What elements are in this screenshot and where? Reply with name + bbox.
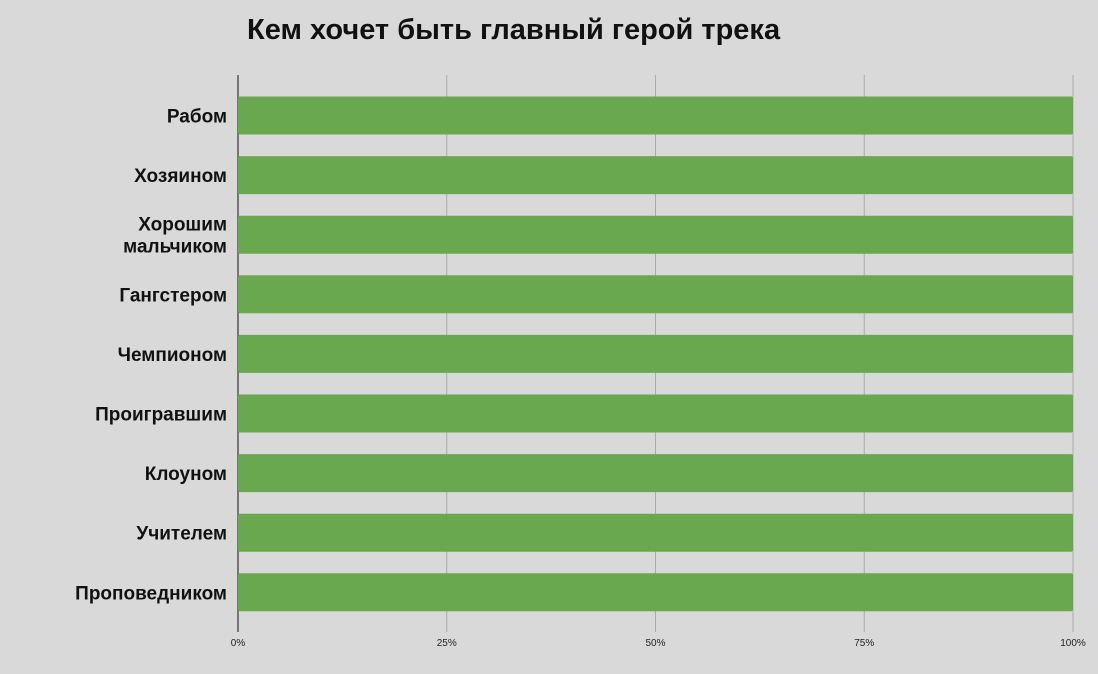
- category-label: Проигравшим: [95, 405, 227, 426]
- bar: [238, 275, 1073, 314]
- bar: [238, 394, 1073, 433]
- category-label: Проповедником: [75, 583, 227, 604]
- x-tick-label: 75%: [854, 638, 874, 649]
- bar: [238, 454, 1073, 493]
- category-label: Учителем: [136, 524, 227, 545]
- bar: [238, 573, 1073, 612]
- category-label: Хозяином: [134, 166, 227, 187]
- category-label: Хорошим мальчиком: [123, 215, 227, 258]
- bar: [238, 156, 1073, 195]
- bar: [238, 96, 1073, 135]
- category-label: Клоуном: [145, 464, 227, 485]
- x-tick-label: 50%: [645, 638, 665, 649]
- category-label: Чемпионом: [118, 345, 227, 366]
- category-label: Гангстером: [119, 285, 227, 306]
- x-tick-label: 0%: [231, 638, 246, 649]
- x-tick-label: 100%: [1060, 638, 1086, 649]
- bar: [238, 334, 1073, 373]
- bar: [238, 215, 1073, 254]
- chart-title: Кем хочет быть главный герой трека: [247, 14, 781, 46]
- x-tick-label: 25%: [437, 638, 457, 649]
- category-label: Рабом: [167, 107, 227, 128]
- bar: [238, 513, 1073, 552]
